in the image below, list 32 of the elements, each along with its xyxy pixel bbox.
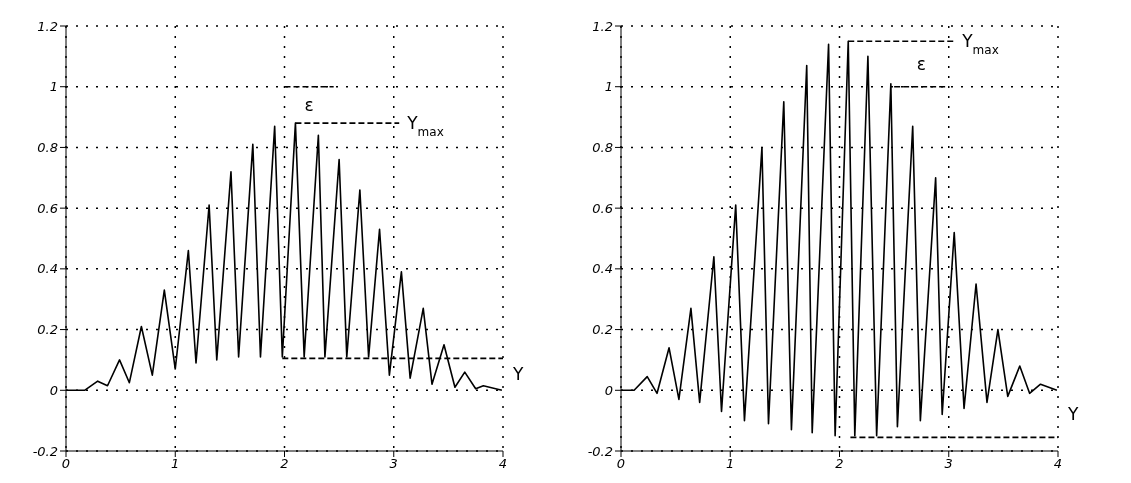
x-tick-label: 2	[280, 456, 289, 472]
x-tick-label: 4	[1053, 456, 1063, 472]
y-tick-label: 0.4	[37, 261, 58, 277]
y-tick-label: 0.8	[592, 140, 613, 156]
y-tick-label: -0.2	[587, 443, 613, 459]
x-tick-label: 3	[389, 456, 398, 472]
text: Y	[512, 364, 524, 385]
y-tick-label: 0.2	[592, 322, 613, 338]
y-tick-label: 0.4	[592, 261, 613, 277]
y-tick-label: -0.2	[32, 443, 58, 459]
y-tick-label: 0.2	[37, 322, 58, 338]
y-tick-label: 0	[604, 382, 613, 398]
y-tick-label: 1	[604, 79, 613, 95]
y-tick-label: 1	[49, 79, 58, 95]
annotation: Y$_{max}$	[961, 31, 999, 58]
x-tick-label: 2	[835, 456, 844, 472]
x-tick-label: 3	[944, 456, 953, 472]
x-tick-label: 1	[726, 456, 735, 472]
annotation: ε	[916, 53, 927, 74]
y-tick-label: 0	[49, 382, 58, 398]
x-tick-label: 4	[498, 456, 508, 472]
y-tick-label: 1.2	[592, 18, 613, 34]
x-tick-label: 0	[616, 456, 626, 472]
y-tick-label: 0.8	[37, 140, 58, 156]
y-tick-label: 0.6	[592, 200, 613, 216]
text: Y	[1067, 403, 1079, 424]
annotation: ε	[304, 94, 314, 115]
annotation: Y$_{max}$	[406, 113, 444, 140]
y-tick-label: 1.2	[37, 18, 58, 34]
y-tick-label: 0.6	[37, 200, 58, 216]
x-tick-label: 0	[61, 456, 71, 472]
x-tick-label: 1	[171, 456, 180, 472]
